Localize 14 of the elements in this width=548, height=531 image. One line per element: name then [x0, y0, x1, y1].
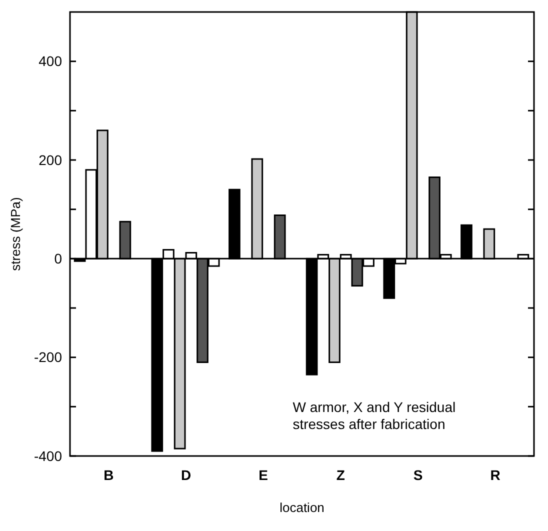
x-tick-label: S — [413, 467, 423, 483]
x-tick-label: R — [490, 467, 500, 483]
x-tick-label: Z — [336, 467, 346, 483]
y-tick-label: 0 — [54, 250, 62, 267]
y-tick-label: -200 — [34, 349, 62, 366]
x-tick-label: B — [104, 467, 114, 483]
annotation: W armor, X and Y residual stresses after fabrication — [292, 399, 456, 432]
y-tick-label: -400 — [34, 448, 62, 464]
y-tick-label: 200 — [38, 152, 62, 168]
x-axis-title: location — [280, 500, 324, 515]
y-axis-title: stress (MPa) — [8, 197, 23, 271]
x-tick-label: D — [180, 467, 192, 483]
x-tick-label: E — [258, 467, 268, 483]
y-tick-label: 400 — [38, 53, 62, 70]
